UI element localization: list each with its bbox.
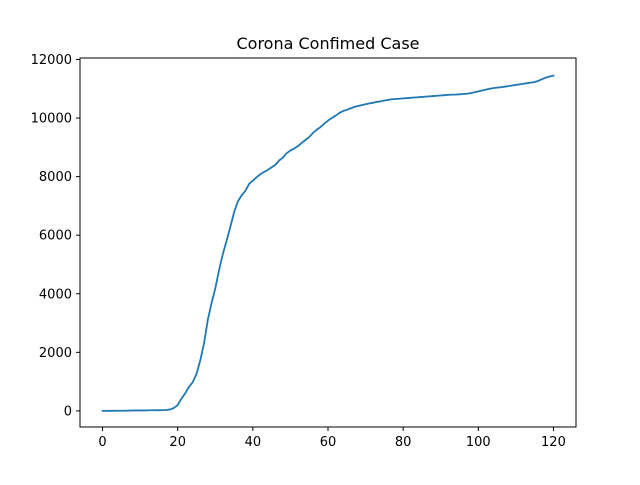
- series-line-0: [101, 74, 555, 412]
- x-tick-label: 0: [98, 435, 106, 450]
- y-tick-label: 0: [64, 404, 72, 419]
- chart-title: Corona Confimed Case: [236, 34, 419, 53]
- y-tick-label: 4000: [39, 287, 72, 302]
- y-tick-label: 12000: [31, 53, 72, 68]
- x-tick-label: 120: [541, 435, 566, 450]
- plot-area: [101, 74, 555, 412]
- x-tick-label: 20: [169, 435, 186, 450]
- y-tick-label: 10000: [31, 112, 72, 127]
- x-tick-label: 100: [466, 435, 491, 450]
- axes: 0 20 40 60 80 100 120 0 2000 4000 6000 8000 10000 120…: [31, 53, 577, 450]
- x-tick-label: 80: [395, 435, 412, 450]
- y-tick-label: 2000: [39, 346, 72, 361]
- x-tick-label: 60: [320, 435, 337, 450]
- y-tick-label: 6000: [39, 229, 72, 244]
- y-tick-label: 8000: [39, 170, 72, 185]
- x-tick-label: 40: [245, 435, 262, 450]
